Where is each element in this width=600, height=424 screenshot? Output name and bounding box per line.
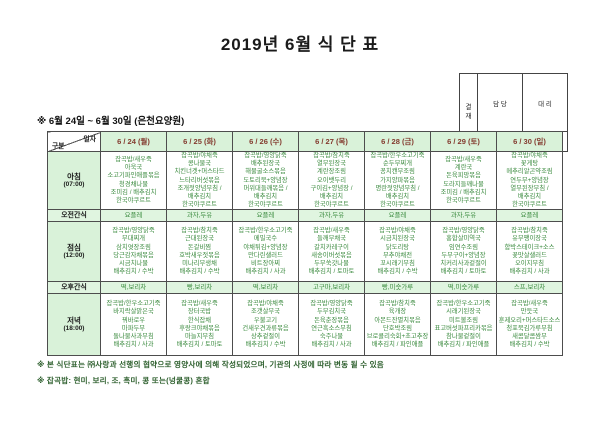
meal-cell-2-0: 잡곡밥/영양닭죽 부대찌개 삼치엿장조림 당근감자채볶음 시금치나물 배추김치 / 수박 bbox=[100, 221, 167, 283]
menu-row-3: 오후간식 떡,보리차 빵,보리차 떡,보리차 고구마,보리차 빵,미숫가루 떡,미숫가루 스프… bbox=[47, 281, 563, 295]
approval-header-damdang: 담 당 bbox=[477, 73, 523, 132]
menu-row-1: 오전간식 요플레 과자,두유 요플레 과자,두유 요플레 과자,두유 요플레 bbox=[47, 209, 563, 223]
menu-table-body: 아침 (07:00) 잡곡밥/새우죽 아욱국 소고기파인애플볶음 청경채나물 조미김 / 배… bbox=[47, 150, 563, 357]
meal-cell-4-3: 잡곡밥/영양닭죽 두부김치국 돈육춘장볶음 연근흑소스무침 숙주나물 배추김치 / 사과 bbox=[298, 293, 365, 357]
meal-cell-0-6: 잡곡밥/야채죽 꽃게탕 메추리알곤약조림 연두부+양념장 열무된장무침 / 배추김치 한국야… bbox=[496, 150, 563, 211]
meal-cell-0-0: 잡곡밥/새우죽 아욱국 소고기파인애플볶음 청경채나물 조미김 / 배추김치 한국야쿠르트 bbox=[100, 150, 167, 211]
header-row: 일자 구분 6 / 24 (월) 6 / 25 (화) 6 / 26 (수) 6 / 27… bbox=[47, 131, 563, 152]
footnotes: ※ 본 식단표는 ㈜사랑과 선행의 협약으로 영양사에 의해 작성되었으며, 기… bbox=[37, 359, 582, 391]
day-header-6: 6 / 30 (일) bbox=[496, 131, 563, 152]
meal-cell-1-6: 요플레 bbox=[496, 209, 563, 223]
page-title: 2019년 6월 식 단 표 bbox=[220, 35, 380, 54]
row-label-1: 오전간식 bbox=[47, 209, 101, 223]
meal-cell-0-3: 잡곡밥/참치죽 열무된장국 계란장조림 오이뱃두리 구이김+양념장 / 배추김치 한국야쿠르… bbox=[298, 150, 365, 211]
meal-cell-4-4: 잡곡밥/참치죽 육개장 아몬드잔멸치볶음 단호박조림 브로콜리숙회+초고추장 배추김치 /… bbox=[364, 293, 431, 357]
meal-cell-1-3: 과자,두유 bbox=[298, 209, 365, 223]
day-header-0: 6 / 24 (월) bbox=[100, 131, 167, 152]
meal-cell-2-2: 잡곡밥/한우소고기죽 메밀국수 야채튀김+양념장 만다린샐러드 비트장아찌 배추김치 / … bbox=[232, 221, 299, 283]
day-header-4: 6 / 28 (금) bbox=[364, 131, 431, 152]
meal-cell-3-2: 떡,보리차 bbox=[232, 281, 299, 295]
meal-cell-1-0: 요플레 bbox=[100, 209, 167, 223]
note-grain-mix: ※ 잡곡밥: 현미, 보리, 조, 흑미, 콩 또는(넝쿨콩) 혼합 bbox=[37, 376, 210, 385]
menu-row-2: 점심 (12:00) 잡곡밥/영양닭죽 부대찌개 삼치엿장조림 당근감자채볶음 시금치나물 배… bbox=[47, 221, 563, 283]
day-header-5: 6 / 29 (토) bbox=[430, 131, 497, 152]
meal-cell-3-0: 떡,보리차 bbox=[100, 281, 167, 295]
meal-cell-3-4: 빵,미숫가루 bbox=[364, 281, 431, 295]
meal-cell-3-6: 스프,보리차 bbox=[496, 281, 563, 295]
meal-cell-2-5: 잡곡밥/영양닭죽 홍합살미역국 임연수조림 두부구이+양념장 치커리사과겉절이 배추김치 … bbox=[430, 221, 497, 283]
meal-cell-1-4: 요플레 bbox=[364, 209, 431, 223]
row-label-4: 저녁 (18:00) bbox=[47, 293, 101, 357]
meal-cell-3-5: 떡,미숫가루 bbox=[430, 281, 497, 295]
day-header-3: 6 / 27 (목) bbox=[298, 131, 365, 152]
meal-cell-3-3: 고구마,보리차 bbox=[298, 281, 365, 295]
row-label-3: 오후간식 bbox=[47, 281, 101, 295]
menu-row-0: 아침 (07:00) 잡곡밥/새우죽 아욱국 소고기파인애플볶음 청경채나물 조미김 / 배… bbox=[47, 150, 563, 211]
meal-cell-0-5: 잡곡밥/새우죽 계란국 돈육피망볶음 도라지들깨나물 조미김 / 배추김치 한국야쿠르트 bbox=[430, 150, 497, 211]
meal-cell-4-0: 잡곡밥/한우소고기죽 바지락살맑은국 꿔바로우 마파두부 돌나물사과무침 배추김치 / 사… bbox=[100, 293, 167, 357]
meal-cell-1-5: 과자,두유 bbox=[430, 209, 497, 223]
row-label-2: 점심 (12:00) bbox=[47, 221, 101, 283]
day-header-1: 6 / 25 (화) bbox=[166, 131, 233, 152]
meal-cell-4-2: 잡곡밥/야채죽 조갯살무국 우불고기 건새우견과류볶음 상추겉절이 배추김치 / 수박 bbox=[232, 293, 299, 357]
row-label-0: 아침 (07:00) bbox=[47, 150, 101, 211]
meal-cell-1-1: 과자,두유 bbox=[166, 209, 233, 223]
meal-cell-4-6: 잡곡밥/새우죽 만둣국 훈제오리+머스타드소스 청포묵김가루무침 새콤달콤쌈무 배추김치 … bbox=[496, 293, 563, 357]
meal-cell-4-5: 잡곡밥/한우소고기죽 시래기된장국 미트볼조림 표고버섯파프리카볶음 참나물겉절이 배추김… bbox=[430, 293, 497, 357]
corner-label-date: 일자 bbox=[83, 136, 96, 143]
meal-cell-2-6: 잡곡밥/참치죽 유부팽이장국 함박스테이크+소스 꽃맛살샐러드 오이지무침 배추김치 / … bbox=[496, 221, 563, 283]
meal-cell-0-1: 잡곡밥/야채죽 콩나물국 치킨너겟+머스타드 느타리버섯볶음 조개젓양념무침 / 배추김치… bbox=[166, 150, 233, 211]
meal-cell-1-2: 요플레 bbox=[232, 209, 299, 223]
meal-cell-2-4: 잡곡밥/야채죽 시금치된장국 닭도리탕 부추야채전 꼬시래기무침 배추김치 / 수박 bbox=[364, 221, 431, 283]
menu-row-4: 저녁 (18:00) 잡곡밥/한우소고기죽 바지락살맑은국 꿔바로우 마파두부 돌나물사과무… bbox=[47, 293, 563, 357]
approval-header-daeri: 대 리 bbox=[522, 73, 568, 132]
note-source: ※ 본 식단표는 ㈜사랑과 선행의 협약으로 영양사에 의해 작성되었으며, 기… bbox=[37, 360, 384, 369]
meal-cell-0-4: 잡곡밥/한우소고기죽 순두부찌개 꽁치캔무조림 가지양파볶음 명란젓양념무침 / 배추김치… bbox=[364, 150, 431, 211]
corner-label-category: 구분 bbox=[52, 143, 65, 150]
week-range-subtitle: ※ 6월 24일 ~ 6월 30일 (은천요양원) bbox=[37, 116, 185, 127]
meal-cell-2-1: 잡곡밥/참치죽 근대된장국 돈갈비찜 호박새우젓볶음 미나리무생채 배추김치 / 수박 bbox=[166, 221, 233, 283]
meal-cell-3-1: 빵,보리차 bbox=[166, 281, 233, 295]
meal-cell-4-1: 잡곡밥/새우죽 장터국밥 한식잡채 후랑크야채볶음 마늘지무침 배추김치 / 토마토 bbox=[166, 293, 233, 357]
menu-table: 일자 구분 6 / 24 (월) 6 / 25 (화) 6 / 26 (수) 6 / 27… bbox=[47, 131, 563, 357]
meal-cell-0-2: 잡곡밥/영양닭죽 배추된장국 해물굴소스볶음 도토리묵+양념장 머위대들깨볶음 / 배추김… bbox=[232, 150, 299, 211]
meal-cell-2-3: 잡곡밥/새우죽 들깨무채국 갈치카레구이 새송이버섯볶음 두부쑥갓나물 배추김치 / 토마… bbox=[298, 221, 365, 283]
day-header-2: 6 / 26 (수) bbox=[232, 131, 299, 152]
